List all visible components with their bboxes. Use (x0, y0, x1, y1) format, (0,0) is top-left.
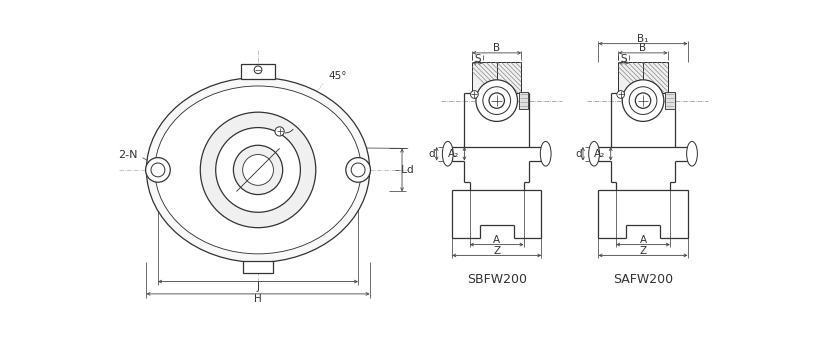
Circle shape (145, 158, 171, 182)
Text: A: A (493, 235, 500, 245)
Text: Z: Z (640, 246, 646, 256)
Text: S: S (620, 54, 628, 64)
Circle shape (623, 80, 664, 121)
Bar (472, 62, 497, 93)
Ellipse shape (540, 141, 551, 166)
Text: SAFW200: SAFW200 (613, 273, 673, 286)
Bar (243, 261, 273, 273)
Circle shape (200, 112, 316, 228)
Text: A₂: A₂ (594, 149, 605, 159)
Text: 45°: 45° (329, 71, 348, 80)
Ellipse shape (588, 141, 600, 166)
Text: Z: Z (493, 246, 500, 256)
Text: B: B (493, 43, 500, 53)
Circle shape (617, 91, 624, 98)
Bar (619, 62, 643, 93)
Bar (643, 62, 667, 93)
Bar (241, 64, 275, 79)
Text: S: S (474, 54, 481, 64)
Circle shape (471, 91, 478, 98)
Text: 2-N: 2-N (118, 149, 137, 160)
Circle shape (233, 145, 282, 195)
Text: L: L (401, 165, 407, 175)
Text: SBFW200: SBFW200 (467, 273, 527, 286)
Bar (519, 92, 528, 109)
Ellipse shape (155, 86, 361, 254)
Ellipse shape (686, 141, 698, 166)
Circle shape (215, 127, 300, 212)
Text: B₁: B₁ (637, 34, 649, 44)
Ellipse shape (146, 77, 370, 262)
Text: B: B (640, 43, 646, 53)
Bar (497, 62, 521, 93)
Bar (665, 92, 675, 109)
Text: J: J (256, 282, 259, 292)
Text: d: d (406, 165, 413, 175)
Circle shape (242, 154, 273, 185)
Text: d: d (575, 149, 582, 159)
Ellipse shape (442, 141, 453, 166)
Circle shape (275, 127, 284, 136)
Text: d: d (428, 149, 436, 159)
Text: A: A (640, 235, 646, 245)
Circle shape (346, 158, 370, 182)
Text: A₂: A₂ (448, 149, 459, 159)
Circle shape (476, 80, 517, 121)
Text: H: H (254, 294, 262, 304)
